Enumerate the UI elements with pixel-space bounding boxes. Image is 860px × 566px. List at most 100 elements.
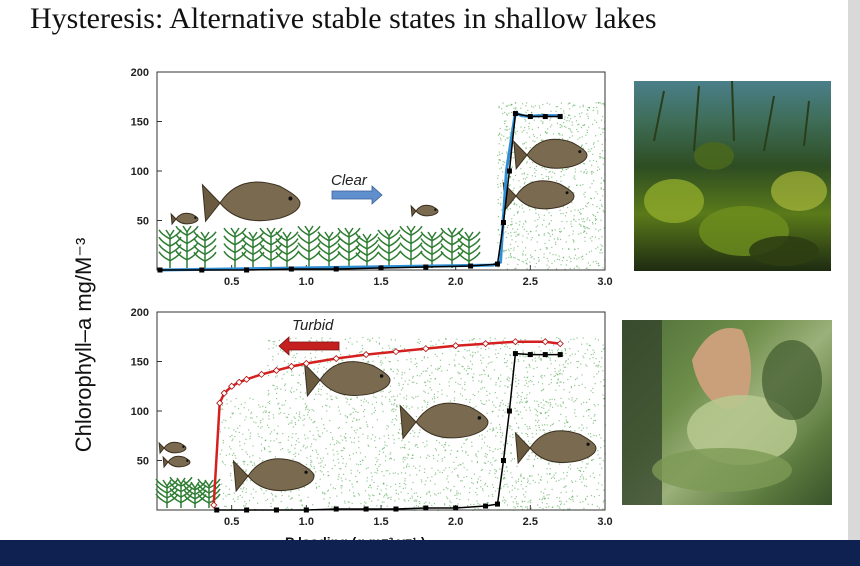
x-tick-label: 1.0 xyxy=(299,276,314,288)
x-tick-label: 2.5 xyxy=(523,276,538,288)
data-point xyxy=(506,168,512,174)
top-chart-panel: 50 100 150 200 0.5 1.0 1.5 2.0 2.5 3.0 Clear xyxy=(127,62,620,292)
data-point xyxy=(500,458,506,463)
x-tick-label: 1.5 xyxy=(373,276,388,288)
water-plant-icon xyxy=(169,476,193,508)
water-plant-icon xyxy=(297,225,321,268)
data-point xyxy=(228,382,236,390)
bottom-chart-panel: 50 100 150 200 0.5 1.0 1.5 2.0 2.5 3.0 Turbid xyxy=(127,302,620,554)
data-point xyxy=(512,351,518,357)
data-point xyxy=(392,348,400,356)
x-tick-label: 2.5 xyxy=(523,516,538,528)
x-tick-label: 1.5 xyxy=(373,516,388,528)
x-tick-label: 1.0 xyxy=(299,516,314,528)
footer-bar xyxy=(0,540,860,566)
y-tick-label: 150 xyxy=(131,117,149,129)
y-axis-label-wrap: Chlorophyll–a mg/M⁻³ xyxy=(56,195,116,495)
data-point xyxy=(541,338,549,346)
data-point xyxy=(494,261,500,267)
water-plant-icon xyxy=(275,231,299,268)
data-point xyxy=(332,354,340,363)
data-point xyxy=(483,503,489,509)
data-point xyxy=(362,351,370,359)
data-point xyxy=(452,342,460,350)
data-point xyxy=(422,345,430,353)
data-point xyxy=(378,265,384,271)
algae-hand-photo xyxy=(622,320,832,505)
data-point xyxy=(302,359,310,368)
fish-icon xyxy=(162,455,191,469)
y-tick-label: 50 xyxy=(137,456,149,468)
x-tick-label: 0.5 xyxy=(224,516,239,528)
bottom-chart: 50 100 150 200 0.5 1.0 1.5 2.0 2.5 3.0 Turbid xyxy=(131,307,613,528)
data-point xyxy=(157,267,163,273)
data-point xyxy=(393,506,399,512)
fish-icon xyxy=(410,204,439,218)
data-point xyxy=(481,340,490,348)
x-tick-label: 2.0 xyxy=(448,516,463,528)
data-point xyxy=(494,501,500,507)
carp-icon xyxy=(513,138,588,170)
data-point xyxy=(288,266,294,272)
fish-icon xyxy=(170,212,199,226)
data-point xyxy=(333,506,339,512)
data-point xyxy=(287,362,295,371)
water-plant-icon xyxy=(175,225,199,268)
annotation-label: Clear xyxy=(331,172,368,189)
x-tick-label: 3.0 xyxy=(597,516,612,528)
y-axis-label: Chlorophyll–a mg/M⁻³ xyxy=(71,237,96,453)
water-plant-icon xyxy=(223,227,247,268)
carp-icon xyxy=(303,361,391,398)
annotation-label: Turbid xyxy=(292,317,334,334)
data-point xyxy=(500,219,506,225)
data-point xyxy=(244,507,250,513)
data-point xyxy=(244,267,250,273)
data-point xyxy=(235,378,243,386)
water-plant-icon xyxy=(399,225,423,268)
data-point xyxy=(199,267,205,273)
carp-icon xyxy=(502,180,575,211)
data-point xyxy=(333,266,339,272)
water-plant-icon xyxy=(457,231,481,268)
data-point xyxy=(511,338,519,346)
page-title: Hysteresis: Alternative stable states in… xyxy=(30,2,657,35)
underwater-photo xyxy=(634,81,831,271)
data-point xyxy=(468,263,474,269)
data-point xyxy=(257,370,266,378)
data-point xyxy=(220,389,228,397)
data-point xyxy=(423,264,429,270)
x-tick-label: 3.0 xyxy=(597,276,612,288)
data-point xyxy=(542,114,548,120)
data-point xyxy=(542,352,548,358)
water-plant-icon xyxy=(197,478,221,508)
data-point xyxy=(273,507,279,513)
x-tick-label: 0.5 xyxy=(224,276,239,288)
top-chart: 50 100 150 200 0.5 1.0 1.5 2.0 2.5 3.0 Clear xyxy=(131,67,613,288)
water-plant-icon xyxy=(420,231,444,268)
data-point xyxy=(557,114,563,120)
data-point xyxy=(363,506,369,512)
data-point xyxy=(214,507,220,513)
pike-icon xyxy=(201,181,301,223)
data-point xyxy=(527,352,533,358)
data-point xyxy=(423,505,429,511)
fish-icon xyxy=(158,441,187,455)
y-tick-label: 100 xyxy=(131,166,149,178)
carp-icon xyxy=(399,402,489,440)
data-point xyxy=(303,507,309,513)
water-plant-icon xyxy=(355,233,379,268)
data-point xyxy=(453,505,459,511)
y-tick-label: 200 xyxy=(131,307,149,319)
water-plant-icon xyxy=(440,227,464,268)
data-point xyxy=(272,366,281,374)
water-plant-icon xyxy=(193,231,217,268)
direction-arrow xyxy=(331,185,383,205)
right-edge-strip xyxy=(848,0,860,540)
direction-arrow xyxy=(278,336,340,356)
y-tick-label: 200 xyxy=(131,67,149,79)
carp-icon xyxy=(232,458,315,493)
data-point xyxy=(216,399,224,407)
data-point xyxy=(527,114,533,120)
data-point xyxy=(506,408,512,414)
y-tick-label: 50 xyxy=(137,216,149,228)
